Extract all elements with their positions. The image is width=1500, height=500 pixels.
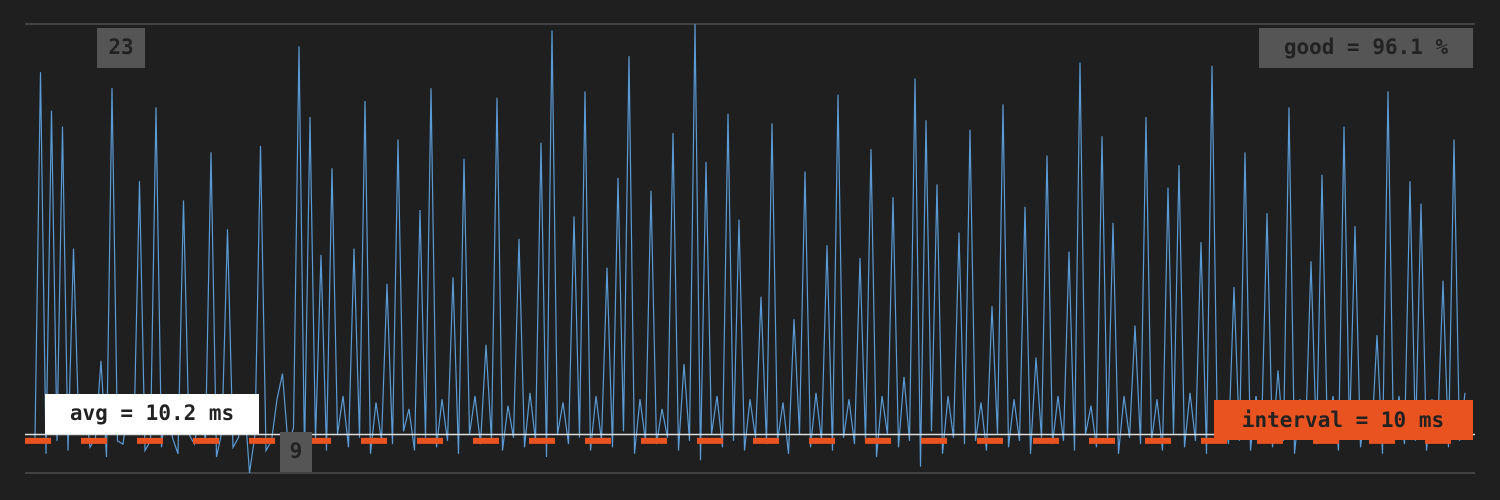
max-label: 23	[108, 35, 133, 59]
min-label: 9	[290, 439, 303, 463]
good-box	[1259, 28, 1473, 68]
good-label: good = 96.1 %	[1284, 35, 1449, 59]
max-box	[97, 28, 145, 68]
interval-label: interval = 10 ms	[1242, 408, 1444, 432]
avg-label: avg = 10.2 ms	[70, 401, 234, 425]
interval-box	[1214, 400, 1473, 440]
min-box	[280, 432, 312, 472]
labels: 23 good = 96.1 % avg = 10.2 ms interval …	[45, 28, 1473, 472]
avg-box	[45, 394, 259, 434]
